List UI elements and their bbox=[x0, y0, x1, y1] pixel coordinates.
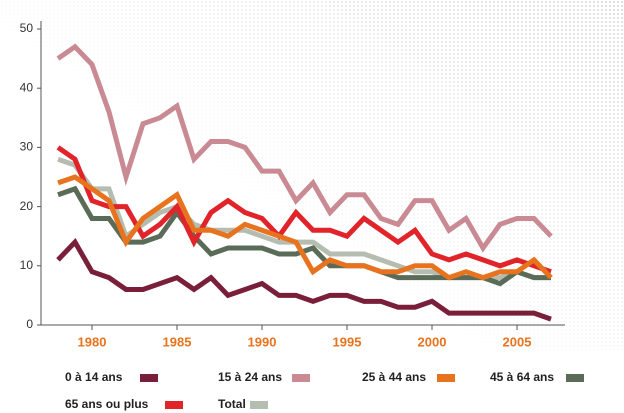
legend-label: Total bbox=[218, 397, 246, 411]
y-tick-label: 20 bbox=[20, 199, 34, 213]
series-line bbox=[57, 174, 553, 281]
legend-label: 65 ans ou plus bbox=[65, 397, 149, 411]
legend-label: 0 à 14 ans bbox=[65, 370, 123, 384]
legend-swatch bbox=[437, 374, 455, 382]
series-line bbox=[56, 43, 553, 253]
x-tick-label: 1985 bbox=[163, 334, 192, 349]
y-tick-label: 50 bbox=[20, 21, 34, 35]
legend-swatch bbox=[250, 401, 268, 409]
x-tick-label: 1995 bbox=[333, 334, 362, 349]
series-line bbox=[57, 185, 551, 287]
legend-label: 25 à 44 ans bbox=[362, 370, 426, 384]
y-tick-label: 10 bbox=[20, 258, 34, 272]
series-line bbox=[56, 237, 552, 322]
y-tick-label: 0 bbox=[26, 317, 33, 331]
series-line bbox=[56, 145, 552, 275]
y-tick-label: 40 bbox=[20, 80, 34, 94]
legend-swatch bbox=[165, 401, 183, 409]
legend-swatch bbox=[292, 374, 310, 382]
legend-label: 15 à 24 ans bbox=[218, 370, 282, 384]
x-tick-label: 2005 bbox=[503, 334, 532, 349]
x-tick-label: 1980 bbox=[78, 334, 107, 349]
legend-swatch bbox=[140, 374, 158, 382]
y-tick-label: 30 bbox=[20, 140, 34, 154]
legend-label: 45 à 64 ans bbox=[490, 370, 554, 384]
legend-swatch bbox=[566, 374, 584, 382]
x-tick-label: 2000 bbox=[418, 334, 447, 349]
legend-background bbox=[0, 350, 624, 413]
x-tick-label: 1990 bbox=[248, 334, 277, 349]
